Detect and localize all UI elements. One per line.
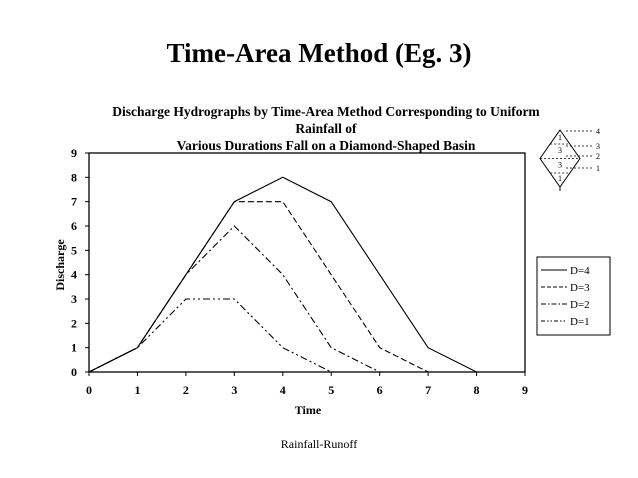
y-tick-label: 0 bbox=[71, 365, 77, 379]
basin-zone-label: 3 bbox=[558, 161, 562, 170]
y-tick-label: 5 bbox=[71, 243, 77, 257]
x-tick-label: 4 bbox=[280, 383, 286, 397]
basin-zone-label: 3 bbox=[558, 146, 562, 155]
basin-isochrone-label: 2 bbox=[596, 152, 600, 161]
plot-border bbox=[88, 152, 526, 373]
legend-label: D=4 bbox=[570, 265, 590, 277]
y-tick-label: 2 bbox=[71, 316, 77, 330]
y-tick-labels: 0 1 2 3 4 5 6 7 8 9 bbox=[71, 146, 77, 379]
series-lines bbox=[88, 176, 477, 373]
x-tick-label: 7 bbox=[425, 383, 431, 397]
x-tick-label: 3 bbox=[231, 383, 237, 397]
basin-zone-label: 1 bbox=[558, 174, 562, 183]
chart-title-line-1: Discharge Hydrographs by Time-Area Metho… bbox=[112, 104, 540, 136]
y-tick-label: 1 bbox=[71, 341, 77, 355]
legend-label: D=1 bbox=[570, 316, 590, 328]
y-tick-label: 6 bbox=[71, 219, 77, 233]
basin-isochrone-label: 3 bbox=[596, 142, 600, 151]
y-tick-label: 7 bbox=[71, 195, 77, 209]
x-tick-label: 0 bbox=[86, 383, 92, 397]
legend-label: D=3 bbox=[570, 282, 590, 294]
series-line-d-1 bbox=[88, 298, 332, 373]
series-line-d-2 bbox=[88, 225, 380, 373]
basin-isochrone-label: 4 bbox=[596, 127, 600, 136]
y-tick-label: 4 bbox=[71, 268, 77, 282]
x-tick-label: 9 bbox=[522, 383, 528, 397]
x-tick-labels: 0 1 2 3 4 5 6 7 8 9 bbox=[86, 383, 528, 397]
legend-label: D=2 bbox=[570, 299, 590, 311]
series-line-d-4 bbox=[88, 176, 477, 373]
slide-footer: Rainfall-Runoff bbox=[280, 437, 358, 451]
x-tick-label: 6 bbox=[377, 383, 383, 397]
y-tick-label: 8 bbox=[71, 170, 77, 184]
x-axis-title: Time bbox=[295, 403, 322, 417]
y-tick-label: 3 bbox=[71, 292, 77, 306]
x-tick-label: 5 bbox=[328, 383, 334, 397]
slide-title: Time-Area Method (Eg. 3) bbox=[166, 38, 472, 68]
chart-title-line-2: Various Durations Fall on a Diamond-Shap… bbox=[176, 138, 476, 153]
x-tick-label: 2 bbox=[183, 383, 189, 397]
plot-frame bbox=[88, 152, 526, 373]
series-line-d-3 bbox=[88, 201, 429, 373]
x-tick-label: 8 bbox=[474, 383, 480, 397]
y-axis-title: Discharge bbox=[53, 239, 67, 291]
legend: D=4 D=3 D=2 D=1 bbox=[536, 256, 611, 336]
y-tick-label: 9 bbox=[71, 146, 77, 160]
tick-marks bbox=[85, 152, 526, 376]
x-tick-label: 1 bbox=[134, 383, 140, 397]
chart-title: Discharge Hydrographs by Time-Area Metho… bbox=[96, 103, 556, 154]
basin-isochrone-label: 1 bbox=[596, 164, 600, 173]
basin-zone-label: 1 bbox=[558, 133, 562, 142]
